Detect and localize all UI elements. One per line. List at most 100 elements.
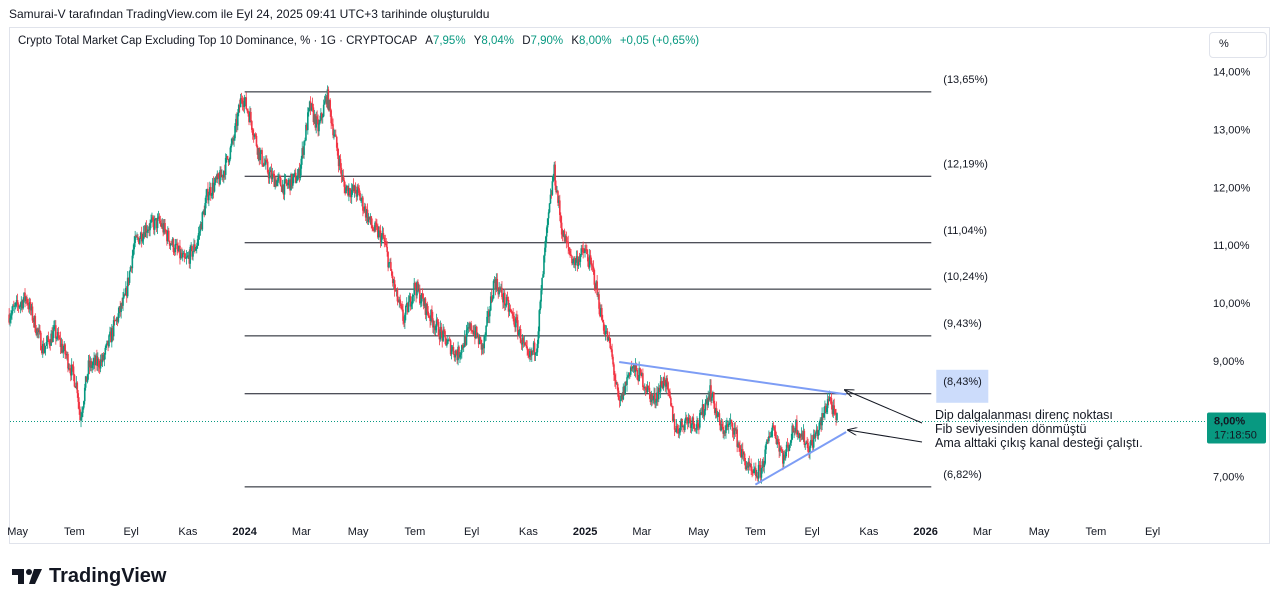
candle-down <box>124 294 126 296</box>
candle-down <box>370 216 373 226</box>
candle-up <box>517 332 520 335</box>
candle-down <box>777 439 780 443</box>
candle-down <box>668 390 670 392</box>
fib-label: (9,43%) <box>943 318 982 330</box>
high-value: 8,04% <box>481 35 515 47</box>
candle-down <box>372 228 374 231</box>
candle-up <box>22 300 24 309</box>
candle-down <box>364 206 367 218</box>
candle-up <box>418 288 420 291</box>
time-axis[interactable]: May Tem Eyl Kas 2024 Mar May Tem Eyl Kas 2025 Mar Ma… <box>7 526 1160 538</box>
candle-down <box>383 237 386 242</box>
candle-up <box>712 392 714 397</box>
chart-attribution: Samurai-V tarafından TradingView.com ile… <box>9 7 490 21</box>
candle-up <box>558 200 560 203</box>
candle-up <box>425 303 428 315</box>
candle-down <box>787 445 790 451</box>
x-tick-label: Eyl <box>124 526 139 538</box>
candle-up <box>231 138 234 144</box>
candle-up <box>551 181 554 195</box>
candle-down <box>783 454 786 459</box>
candle-down <box>282 184 285 195</box>
candle-down <box>448 339 451 341</box>
candle-down <box>59 338 62 348</box>
candle-up <box>757 464 760 479</box>
price-axis[interactable]: 14,00% 13,00% 12,00% 11,00% 10,00% 9,00% 7,00% <box>1213 67 1251 484</box>
candle-down <box>440 326 443 333</box>
candle-up <box>45 341 48 346</box>
candle-up <box>572 262 574 264</box>
candle-up <box>161 223 164 227</box>
candle-down <box>242 104 245 107</box>
candle-down <box>217 173 220 178</box>
candle-down <box>566 241 569 243</box>
candle-down <box>445 337 447 346</box>
candle-up <box>219 169 221 185</box>
candle-down <box>422 298 425 306</box>
candle-down <box>354 185 357 194</box>
trendline-resistance[interactable] <box>619 360 847 396</box>
candle-up <box>776 439 779 445</box>
candle-up <box>634 364 637 372</box>
candle-up <box>293 173 295 178</box>
trendlines[interactable] <box>619 360 847 486</box>
candle-up <box>433 325 435 328</box>
candle-down <box>371 225 374 229</box>
candle-up <box>754 468 756 470</box>
candle-down <box>58 338 61 340</box>
percent-scale-button[interactable]: % <box>1209 32 1267 58</box>
candle-down <box>621 394 624 400</box>
candle-down <box>160 222 163 227</box>
candle-down <box>137 236 139 239</box>
candle-up <box>695 428 697 430</box>
candle-down <box>21 301 24 309</box>
candle-down <box>314 114 317 128</box>
candle-up <box>333 134 335 136</box>
candle-up <box>91 365 94 368</box>
candle-down <box>352 185 355 191</box>
candle-up <box>714 408 717 414</box>
symbol-title[interactable]: Crypto Total Market Cap Excluding Top 10… <box>18 35 418 47</box>
fib-label: (6,82%) <box>943 469 982 481</box>
x-tick-label: Tem <box>64 526 85 538</box>
candle-down <box>799 433 802 437</box>
candle-down <box>429 317 431 322</box>
candle-up <box>186 255 189 257</box>
candle-up <box>75 382 78 389</box>
candle-up <box>361 197 363 201</box>
candle-down <box>121 303 123 306</box>
candle-up <box>307 107 310 113</box>
candle-down <box>767 439 769 442</box>
candle-down <box>125 287 128 297</box>
candle-up <box>81 412 83 418</box>
candle-down <box>724 431 726 434</box>
candle-down <box>496 278 499 289</box>
candle-up <box>735 429 738 431</box>
tradingview-logo[interactable]: TradingView <box>12 565 166 588</box>
candle-up <box>303 141 305 155</box>
candle-down <box>472 330 474 334</box>
x-tick-label: 2024 <box>232 526 257 538</box>
candle-up <box>253 134 256 137</box>
candle-down <box>702 404 705 417</box>
candle-up <box>66 353 68 356</box>
candle-up <box>699 412 702 414</box>
candle-up <box>365 209 368 218</box>
candle-up <box>447 340 449 344</box>
candle-up <box>198 231 201 234</box>
candle-down <box>67 353 69 369</box>
candle-up <box>233 138 235 141</box>
candle-up <box>769 436 772 438</box>
candle-down <box>312 107 315 123</box>
candle-down <box>428 316 430 318</box>
candle-down <box>589 255 592 261</box>
candle-down <box>138 238 140 244</box>
candle-down <box>594 284 597 289</box>
candle-up <box>771 425 774 431</box>
candle-up <box>123 294 125 298</box>
candle-down <box>475 326 478 337</box>
candle-down <box>527 349 529 355</box>
trendline-support[interactable] <box>754 431 847 486</box>
